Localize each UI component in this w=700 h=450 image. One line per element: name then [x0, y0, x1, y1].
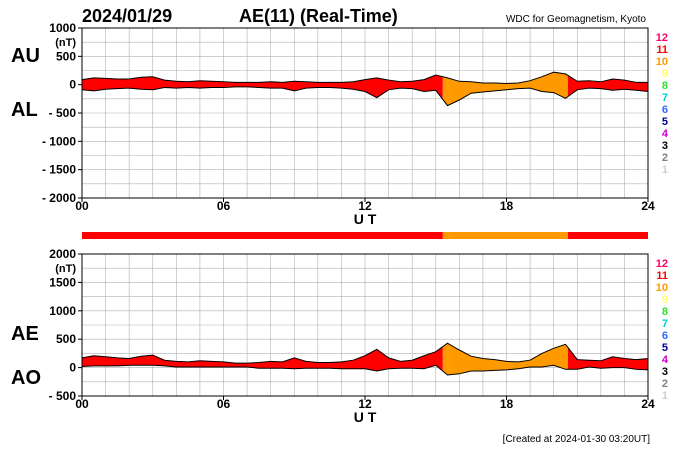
- station-scale-label: 7: [662, 92, 668, 104]
- x-tick-label: 24: [641, 397, 655, 411]
- y-tick-label: - 500: [49, 106, 77, 120]
- y-unit-label: (nT): [55, 263, 76, 275]
- station-scale-label: 4: [662, 354, 669, 366]
- x-tick-label: 00: [75, 397, 89, 411]
- station-count-bar: [82, 232, 648, 239]
- chart-title: AE(11) (Real-Time): [239, 6, 398, 26]
- panel-label-al: AL: [11, 99, 38, 121]
- data-source-label: WDC for Geomagnetism, Kyoto: [506, 14, 646, 25]
- y-tick-label: - 1000: [42, 134, 76, 148]
- station-scale-label: 6: [662, 330, 668, 342]
- x-axis-label: U T: [354, 211, 377, 227]
- station-colored-area-1: [82, 346, 443, 372]
- station-scale-label: 5: [662, 116, 668, 128]
- station-colored-area-3: [449, 344, 568, 375]
- station-bar-segment-4: [567, 232, 648, 239]
- station-scale-label: 9: [662, 294, 668, 306]
- x-tick-label: 12: [358, 199, 372, 213]
- station-colored-area-3: [449, 72, 568, 105]
- x-tick-label: 06: [217, 397, 231, 411]
- y-tick-label: 1000: [49, 21, 76, 35]
- y-tick-label: - 500: [49, 389, 77, 403]
- au-al-panel: 1000 500 0 - 500 - 1000 - 1500 - 2000 (nT) 00 06 1…: [11, 21, 655, 227]
- station-scale-label: 11: [656, 44, 668, 56]
- station-scale-label: 2: [662, 378, 668, 390]
- station-scale-label: 8: [662, 80, 668, 92]
- chart-date: 2024/01/29: [82, 6, 172, 26]
- station-scale-label: 6: [662, 104, 668, 116]
- station-scale-label: 9: [662, 68, 668, 80]
- y-tick-label: 2000: [49, 247, 76, 261]
- station-colored-area-2: [442, 76, 450, 106]
- station-scale-label: 1: [662, 164, 668, 176]
- au-line: [81, 71, 648, 85]
- station-scale-label: 10: [656, 56, 668, 68]
- y-tick-label: 500: [56, 332, 76, 346]
- y-tick-label: - 1500: [42, 163, 76, 177]
- station-colored-area-2: [442, 343, 450, 375]
- y-tick-label: 0: [69, 361, 76, 375]
- station-scale-label: 12: [656, 258, 668, 270]
- station-scale-label: 10: [656, 282, 668, 294]
- station-bar-segment-2: [442, 232, 450, 239]
- x-tick-label: 18: [500, 397, 514, 411]
- al-line: [81, 86, 649, 107]
- station-colored-area-4: [567, 75, 648, 97]
- y-tick-label: 500: [56, 49, 76, 63]
- panel-label-ao: AO: [11, 367, 41, 389]
- x-tick-label: 06: [217, 199, 231, 213]
- station-scale-label: 4: [662, 128, 669, 140]
- panel-label-ae: AE: [11, 323, 39, 345]
- y-tick-label: 1000: [49, 304, 76, 318]
- x-axis-label: U T: [354, 409, 377, 425]
- station-scale-label: 5: [662, 342, 668, 354]
- station-scale-label: 2: [662, 152, 668, 164]
- station-bar-segment-1: [82, 232, 443, 239]
- station-scale-label: 1: [662, 390, 668, 402]
- x-tick-label: 24: [641, 199, 655, 213]
- station-bar-segment-3: [449, 232, 568, 239]
- station-scale-label: 12: [656, 32, 668, 44]
- station-scale-label: 11: [656, 270, 668, 282]
- ae-line: [81, 342, 649, 364]
- station-scale-label: 8: [662, 306, 668, 318]
- ae-ao-panel: 2000 1500 1000 500 0 - 500 (nT) 00 06 12 18 24 U T AE…: [11, 247, 655, 425]
- y-unit-label: (nT): [55, 37, 76, 49]
- station-scale-label: 7: [662, 318, 668, 330]
- panel-label-au: AU: [11, 45, 40, 67]
- created-timestamp: [Created at 2024-01-30 03:20UT]: [503, 434, 651, 445]
- station-scale-label: 3: [662, 366, 668, 378]
- x-tick-label: 12: [358, 397, 372, 411]
- y-tick-label: - 2000: [42, 191, 76, 205]
- x-tick-label: 00: [75, 199, 89, 213]
- y-tick-label: 1500: [49, 275, 76, 289]
- y-tick-label: 0: [69, 78, 76, 92]
- x-tick-label: 18: [500, 199, 514, 213]
- ao-line: [81, 364, 649, 376]
- station-scale-label: 3: [662, 140, 668, 152]
